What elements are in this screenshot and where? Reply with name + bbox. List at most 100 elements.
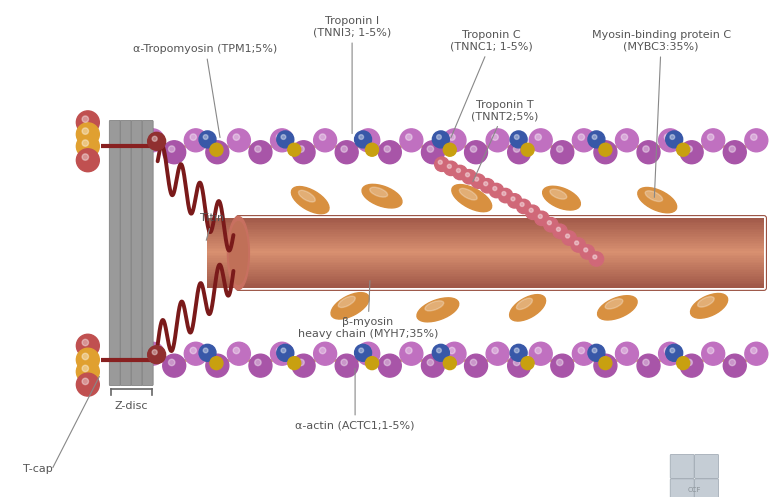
Circle shape — [594, 354, 617, 377]
Circle shape — [551, 354, 574, 377]
Bar — [238, 275, 764, 277]
Circle shape — [581, 245, 594, 259]
Circle shape — [443, 129, 466, 152]
Bar — [206, 237, 238, 239]
Circle shape — [615, 129, 638, 152]
Ellipse shape — [543, 186, 581, 210]
FancyBboxPatch shape — [695, 479, 719, 498]
Text: Titin: Titin — [200, 213, 224, 241]
Text: CCF: CCF — [688, 487, 701, 493]
Bar — [206, 270, 238, 272]
Circle shape — [707, 134, 714, 140]
Bar — [238, 266, 764, 269]
Circle shape — [600, 359, 606, 366]
Circle shape — [288, 143, 301, 156]
Bar — [206, 261, 238, 263]
Circle shape — [486, 342, 509, 365]
Bar — [238, 280, 764, 283]
Bar — [238, 251, 764, 253]
Circle shape — [456, 168, 461, 172]
FancyBboxPatch shape — [695, 455, 719, 479]
Circle shape — [499, 188, 512, 203]
Bar — [238, 248, 764, 249]
Circle shape — [566, 234, 570, 238]
Circle shape — [227, 129, 250, 152]
Circle shape — [547, 221, 551, 225]
Circle shape — [520, 202, 524, 207]
Circle shape — [471, 174, 485, 188]
Circle shape — [643, 359, 649, 366]
Circle shape — [599, 357, 612, 370]
Circle shape — [502, 192, 506, 196]
Circle shape — [335, 354, 358, 377]
Circle shape — [508, 141, 530, 164]
Circle shape — [378, 354, 401, 377]
Ellipse shape — [697, 297, 714, 307]
Circle shape — [462, 170, 476, 184]
FancyBboxPatch shape — [121, 121, 131, 385]
Circle shape — [233, 347, 240, 354]
Circle shape — [588, 344, 605, 361]
Circle shape — [152, 136, 157, 141]
Circle shape — [702, 129, 724, 152]
Bar — [206, 259, 238, 262]
Ellipse shape — [645, 191, 662, 202]
Text: Troponin I
(TNNI3; 1-5%): Troponin I (TNNI3; 1-5%) — [313, 16, 391, 133]
Circle shape — [432, 131, 449, 148]
Circle shape — [319, 347, 326, 354]
Circle shape — [427, 146, 434, 152]
Circle shape — [514, 134, 519, 139]
Circle shape — [513, 359, 520, 366]
Bar — [238, 282, 764, 284]
Circle shape — [615, 342, 638, 365]
Circle shape — [516, 199, 531, 214]
Circle shape — [169, 146, 175, 152]
Circle shape — [314, 342, 336, 365]
Bar — [206, 273, 238, 276]
Bar — [206, 244, 238, 246]
Circle shape — [666, 344, 683, 361]
Bar — [206, 256, 238, 258]
Circle shape — [686, 359, 693, 366]
Circle shape — [276, 134, 283, 140]
Bar — [238, 261, 764, 263]
Circle shape — [449, 134, 455, 140]
Ellipse shape — [227, 216, 250, 290]
Circle shape — [77, 334, 99, 357]
Ellipse shape — [550, 189, 567, 199]
Circle shape — [82, 339, 89, 346]
Circle shape — [82, 140, 89, 146]
Circle shape — [406, 347, 412, 354]
Circle shape — [77, 373, 99, 396]
Circle shape — [729, 146, 735, 152]
Circle shape — [702, 342, 724, 365]
Circle shape — [341, 146, 347, 152]
Ellipse shape — [298, 190, 315, 202]
Bar — [206, 282, 238, 284]
Circle shape — [486, 129, 509, 152]
Circle shape — [298, 359, 305, 366]
Bar — [238, 270, 764, 272]
Circle shape — [448, 164, 451, 168]
Circle shape — [664, 134, 671, 140]
Bar — [206, 232, 238, 234]
Circle shape — [437, 348, 441, 353]
Circle shape — [406, 134, 412, 140]
Circle shape — [249, 354, 272, 377]
Bar — [238, 258, 764, 260]
Bar — [206, 280, 238, 283]
Text: Myosin-binding protein C
(MYBC3:35%): Myosin-binding protein C (MYBC3:35%) — [591, 30, 730, 197]
Circle shape — [557, 359, 563, 366]
Circle shape — [147, 347, 153, 354]
Circle shape — [514, 348, 519, 353]
Circle shape — [751, 347, 757, 354]
Text: β-myosin
heavy chain (MYH7;35%): β-myosin heavy chain (MYH7;35%) — [298, 281, 438, 339]
Bar — [238, 241, 764, 243]
Bar — [206, 239, 238, 241]
Circle shape — [255, 359, 261, 366]
Bar — [206, 227, 238, 229]
Text: T-cap: T-cap — [23, 464, 53, 475]
Circle shape — [341, 359, 347, 366]
Circle shape — [465, 173, 469, 177]
Ellipse shape — [362, 184, 402, 208]
